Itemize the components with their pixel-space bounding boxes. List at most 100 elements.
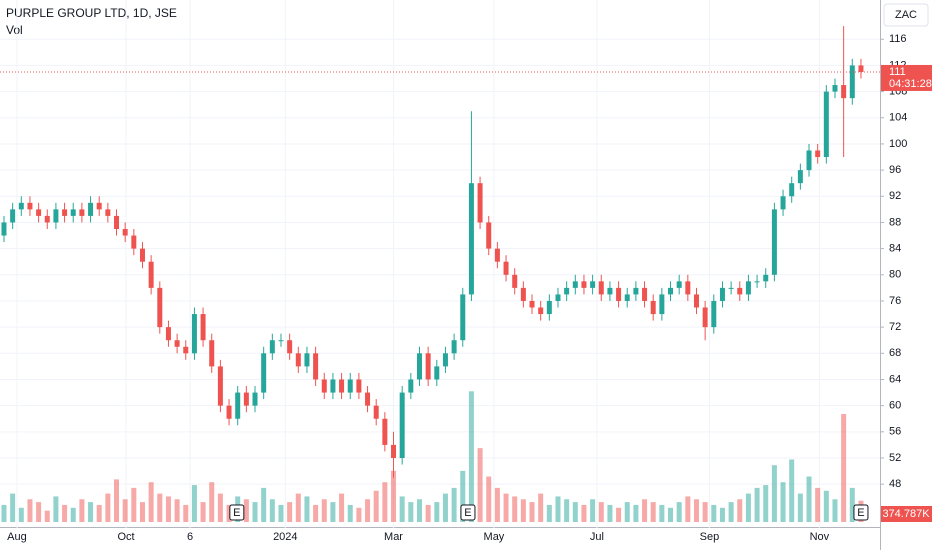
volume-bar bbox=[668, 507, 674, 522]
candle-body bbox=[676, 281, 682, 288]
volume-bar bbox=[815, 487, 821, 522]
candle-body bbox=[789, 183, 795, 197]
volume-bar bbox=[330, 502, 336, 522]
y-tick-label: 76 bbox=[889, 295, 901, 307]
volume-bar bbox=[313, 504, 319, 522]
candle-body bbox=[209, 340, 215, 367]
x-tick-label: Aug bbox=[7, 531, 27, 543]
volume-bar bbox=[1, 504, 7, 522]
candle-body bbox=[235, 392, 241, 419]
earnings-marker bbox=[229, 504, 245, 521]
volume-bar bbox=[252, 502, 258, 522]
candle-body bbox=[321, 379, 327, 393]
volume-title: Vol bbox=[6, 23, 23, 37]
y-tick-label: 92 bbox=[889, 190, 901, 202]
volume-bar bbox=[114, 479, 120, 522]
candle-body bbox=[114, 215, 120, 229]
candle-body bbox=[858, 65, 864, 72]
candle-body bbox=[460, 294, 466, 341]
volume-bar bbox=[841, 414, 847, 522]
chart-title: PURPLE GROUP LTD, 1D, JSE bbox=[6, 6, 177, 20]
candle-body bbox=[313, 353, 319, 380]
candle-body bbox=[668, 287, 674, 295]
candle-body bbox=[685, 281, 691, 295]
candle-body bbox=[243, 392, 249, 406]
candle-body bbox=[659, 294, 665, 315]
candle-body bbox=[1, 222, 7, 236]
candle-body bbox=[477, 183, 483, 223]
volume-bar bbox=[616, 507, 622, 522]
candle-body bbox=[62, 209, 68, 216]
candle-body bbox=[763, 274, 769, 282]
volume-bar bbox=[209, 482, 215, 522]
volume-bar bbox=[806, 476, 812, 522]
candle-body bbox=[624, 294, 630, 301]
volume-bar bbox=[105, 493, 111, 522]
candle-body bbox=[399, 392, 405, 458]
y-tick-label: 52 bbox=[889, 452, 901, 464]
candle-body bbox=[27, 202, 33, 210]
candle-body bbox=[200, 314, 206, 341]
currency-box[interactable] bbox=[883, 3, 929, 27]
candle-body bbox=[330, 379, 336, 393]
countdown: 04:31:28 bbox=[889, 78, 932, 90]
volume-bar bbox=[217, 493, 223, 522]
volume-bar bbox=[659, 504, 665, 522]
volume-bar bbox=[763, 485, 769, 522]
volume-bar bbox=[598, 502, 604, 522]
volume-bar bbox=[96, 504, 102, 522]
volume-bar bbox=[399, 496, 405, 522]
candle-body bbox=[347, 379, 353, 393]
candle-body bbox=[616, 287, 622, 301]
candle-body bbox=[339, 379, 345, 393]
volume-bar bbox=[590, 499, 596, 522]
x-tick-label: May bbox=[484, 531, 505, 543]
last-volume-box bbox=[881, 506, 932, 522]
candle-body bbox=[269, 340, 275, 354]
candle-body bbox=[122, 228, 128, 236]
x-tick-label: Oct bbox=[117, 531, 134, 543]
candle-body bbox=[226, 405, 232, 419]
candle-body bbox=[131, 235, 137, 249]
volume-bar bbox=[702, 502, 708, 522]
candle-body bbox=[252, 392, 258, 406]
candle-body bbox=[650, 300, 656, 315]
candle-body bbox=[191, 314, 197, 354]
volume-bar bbox=[416, 499, 422, 522]
volume-bar bbox=[243, 499, 249, 522]
candle-body bbox=[538, 307, 544, 315]
volume-bar bbox=[607, 504, 613, 522]
volume-bar bbox=[486, 476, 492, 522]
candle-body bbox=[780, 196, 786, 210]
candle-body bbox=[10, 209, 16, 223]
volume-bar bbox=[287, 502, 293, 522]
last-volume-label: 374.787K bbox=[882, 508, 930, 520]
candle-body bbox=[442, 353, 448, 367]
candle-body bbox=[797, 170, 803, 184]
candle-body bbox=[287, 340, 293, 354]
candle-body bbox=[503, 261, 509, 275]
volume-bar bbox=[823, 490, 829, 522]
volume-bar bbox=[157, 493, 163, 522]
y-tick-label: 104 bbox=[889, 112, 907, 124]
currency[interactable]: ZAC bbox=[895, 9, 917, 21]
volume-bar bbox=[642, 499, 648, 522]
candle-body bbox=[693, 294, 699, 308]
x-tick-label: 6 bbox=[187, 531, 193, 543]
volume-bar bbox=[191, 485, 197, 522]
volume-bar bbox=[503, 493, 509, 522]
volume-bar bbox=[269, 499, 275, 522]
earnings-marker bbox=[853, 504, 869, 521]
candle-body bbox=[382, 418, 388, 445]
volume-bar bbox=[148, 482, 154, 522]
volume-bar bbox=[434, 502, 440, 522]
candle-body bbox=[555, 294, 561, 301]
candle-body bbox=[18, 202, 24, 210]
volume-bar bbox=[512, 496, 518, 522]
volume-bar bbox=[425, 504, 431, 522]
earnings-marker bbox=[460, 504, 476, 521]
candle-body bbox=[806, 150, 812, 171]
earnings-label: E bbox=[857, 507, 864, 519]
volume-bar bbox=[572, 502, 578, 522]
candle-body bbox=[815, 150, 821, 158]
